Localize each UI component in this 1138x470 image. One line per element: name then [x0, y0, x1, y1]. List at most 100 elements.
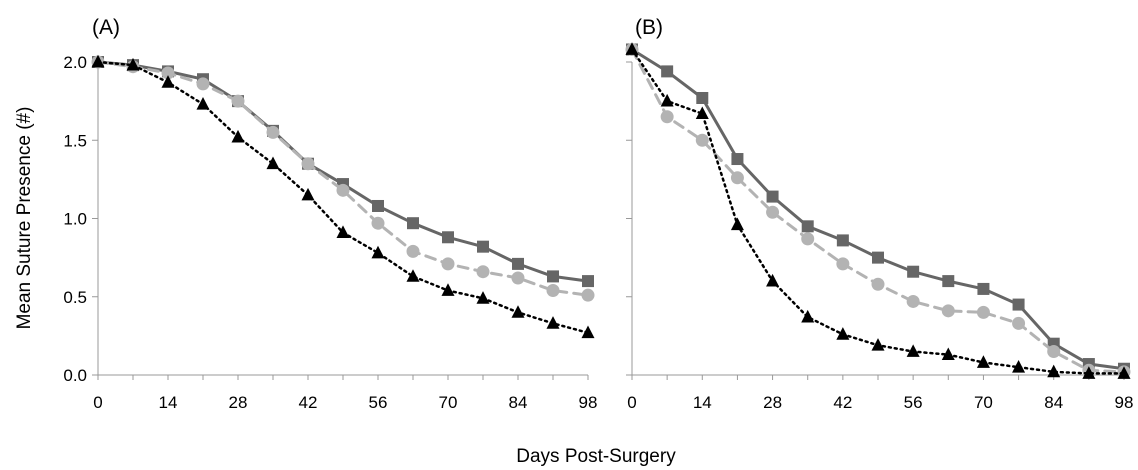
x-tick-label: 98 — [1115, 393, 1134, 412]
data-point-triangle — [871, 338, 885, 351]
data-point-triangle — [336, 225, 350, 238]
data-point-square — [731, 153, 744, 166]
x-tick-label: 14 — [159, 393, 178, 412]
data-point-square — [696, 91, 709, 104]
data-point-square — [512, 257, 524, 270]
data-point-square — [1012, 298, 1025, 311]
data-point-square — [872, 251, 884, 264]
y-tick-label: 1.0 — [63, 210, 87, 229]
x-tick-label: 84 — [1044, 393, 1063, 412]
data-point-triangle — [836, 327, 850, 340]
data-point-triangle — [161, 75, 175, 88]
data-point-square — [372, 199, 384, 212]
data-point-square — [801, 220, 814, 233]
series-line-solid-square — [96, 60, 590, 283]
data-point-circle — [406, 244, 420, 258]
data-point-triangle — [801, 309, 815, 323]
data-point-square — [907, 265, 920, 278]
data-point-circle — [730, 171, 744, 185]
data-point-circle — [161, 66, 175, 80]
y-tick-label: 2.0 — [63, 53, 87, 72]
x-tick-label: 0 — [627, 393, 636, 412]
x-tick-label: 56 — [369, 393, 388, 412]
data-point-circle — [196, 77, 210, 91]
x-tick-label: 84 — [509, 393, 528, 412]
data-point-triangle — [941, 347, 955, 361]
data-point-circle — [371, 216, 385, 230]
data-point-circle — [766, 205, 780, 219]
data-point-square — [661, 65, 674, 78]
data-point-triangle — [196, 97, 210, 110]
series-line-dotted-triangle — [96, 60, 590, 334]
data-point-triangle — [1047, 364, 1061, 378]
data-point-triangle — [1117, 366, 1131, 379]
data-point-circle — [581, 288, 595, 302]
data-point-square — [942, 275, 955, 288]
data-point-triangle — [625, 42, 639, 55]
x-tick-label: 98 — [579, 393, 598, 412]
data-point-circle — [476, 265, 490, 279]
data-point-triangle — [1082, 366, 1096, 379]
x-tick-label: 56 — [904, 393, 923, 412]
data-point-triangle — [976, 355, 990, 368]
data-point-triangle — [660, 93, 674, 107]
data-point-triangle — [406, 269, 420, 282]
data-point-square — [766, 190, 779, 203]
data-point-circle — [695, 133, 709, 147]
x-axis-title: Days Post-Surgery — [516, 446, 676, 467]
panel-label: (B) — [635, 16, 663, 39]
data-point-circle — [906, 294, 920, 308]
data-point-square — [547, 270, 559, 283]
data-point-triangle — [1012, 359, 1026, 373]
x-tick-label: 42 — [833, 393, 852, 412]
data-point-triangle — [546, 316, 560, 329]
x-tick-label: 28 — [229, 393, 248, 412]
data-point-circle — [976, 305, 990, 319]
x-tick-label: 28 — [763, 393, 782, 412]
x-tick-label: 0 — [93, 393, 102, 412]
data-point-circle — [511, 271, 525, 285]
x-tick-label: 14 — [693, 393, 712, 412]
data-point-triangle — [231, 129, 245, 143]
data-point-square — [442, 231, 454, 244]
data-point-circle — [336, 183, 350, 197]
data-point-circle — [231, 94, 245, 108]
data-point-circle — [941, 304, 955, 318]
data-point-circle — [871, 277, 885, 291]
data-point-circle — [441, 257, 455, 271]
data-point-circle — [1012, 316, 1026, 330]
data-point-triangle — [730, 217, 744, 231]
data-point-triangle — [695, 106, 709, 120]
panel-label: (A) — [92, 16, 120, 39]
y-tick-label: 1.5 — [63, 131, 87, 150]
data-point-triangle — [906, 344, 920, 357]
data-point-triangle — [126, 57, 140, 71]
data-point-triangle — [766, 273, 780, 287]
x-tick-label: 70 — [439, 393, 458, 412]
x-tick-label: 42 — [299, 393, 318, 412]
data-point-square — [477, 240, 489, 253]
data-point-triangle — [441, 283, 455, 296]
data-point-square — [836, 234, 849, 247]
data-point-triangle — [581, 325, 595, 339]
data-point-triangle — [476, 291, 490, 304]
data-point-triangle — [371, 245, 385, 259]
y-tick-label: 0.0 — [63, 366, 87, 385]
data-point-circle — [266, 125, 280, 139]
data-point-circle — [836, 257, 850, 271]
data-point-circle — [660, 110, 674, 124]
data-point-circle — [801, 232, 815, 246]
x-tick-label: 70 — [974, 393, 993, 412]
data-point-circle — [301, 157, 315, 171]
data-point-square — [582, 275, 594, 288]
data-point-circle — [546, 283, 560, 297]
data-point-triangle — [511, 305, 525, 318]
y-tick-label: 0.5 — [63, 288, 87, 307]
data-point-triangle — [91, 54, 105, 68]
data-point-triangle — [266, 156, 280, 170]
panel-b: (B) 0 14 28 42 56 70 84 98 — [625, 16, 1134, 412]
y-axis-title: Mean Suture Presence (#) — [14, 107, 35, 330]
panel-a: (A) 0.0 0.5 1.0 1.5 2.0 0 14 28 42 56 70 84 98 — [63, 16, 597, 412]
data-point-circle — [1047, 345, 1061, 359]
